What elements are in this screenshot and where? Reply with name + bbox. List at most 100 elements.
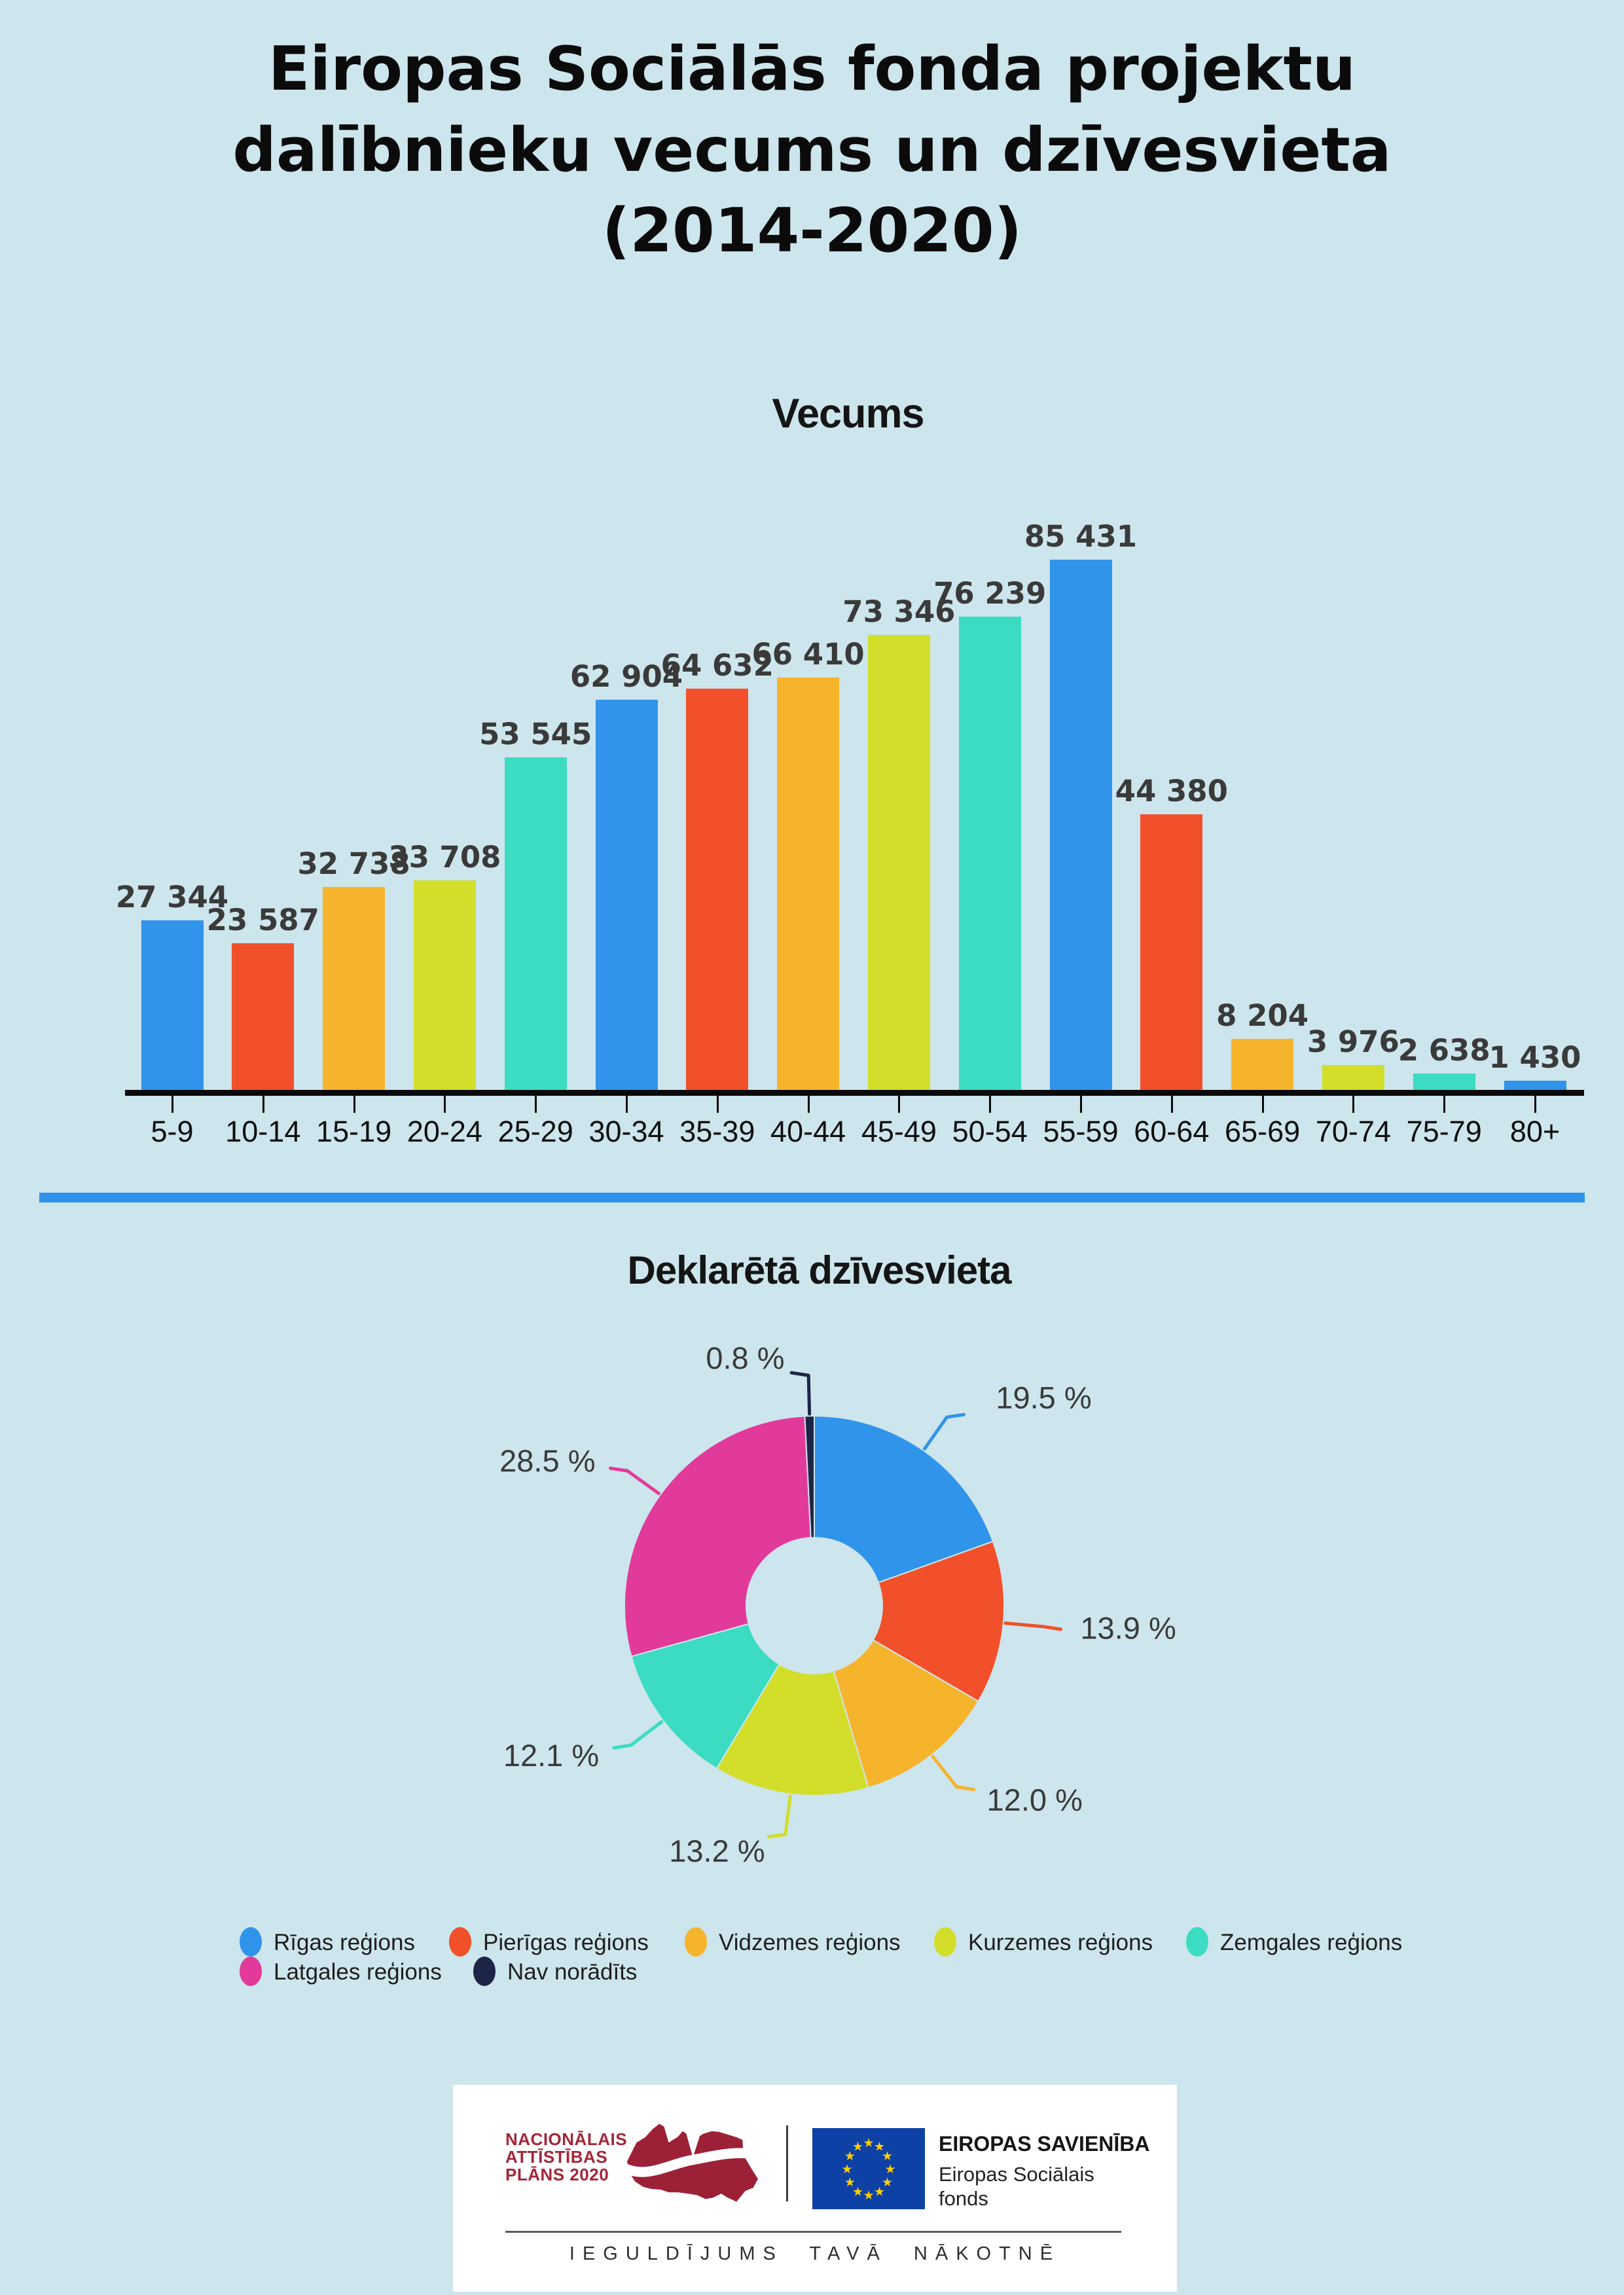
bar-65-69 [1231,1039,1294,1090]
x-axis-label: 80+ [1509,1115,1561,1148]
x-axis-label: 5-9 [151,1115,194,1148]
x-axis-tick [535,1096,537,1113]
x-axis-tick [807,1096,810,1113]
bar-value-label: 8 204 [1216,998,1309,1033]
bar-value-label: 27 344 [115,880,229,914]
x-axis-tick [353,1096,355,1113]
eu-flag-star: ★ [882,2175,893,2190]
nap2020-logo-text: NACIONĀLAIS ATTĪSTĪBAS PLĀNS 2020 [505,2131,627,2184]
nap-line-2: ATTĪSTĪBAS [505,2147,608,2167]
bar-60-64 [1140,814,1203,1090]
bar-45-49 [867,635,930,1090]
bar-35-39 [686,689,749,1090]
donut-slice-1 [814,1415,994,1584]
legend-item-6: Latgales reģions [240,1957,514,1987]
legend-label: Nav norādīts [507,1959,638,1985]
donut-slice-4 [715,1663,869,1796]
donut-percentage-label: 12.1 % [503,1738,599,1773]
donut-label-connector [612,1720,664,1750]
nap-line-1: NACIONĀLAIS [505,2129,628,2149]
x-axis-tick [626,1096,628,1113]
legend-color-dot [473,1957,496,1986]
x-axis-label: 45-49 [861,1115,937,1148]
footer-tagline: IEGULDĪJUMS TAVĀ NĀKOTNĒ [569,2243,1061,2264]
age-chart-title: Vecums [772,391,924,437]
donut-percentage-label: 12.0 % [987,1782,1083,1817]
legend-item-1: Rīgas reģions [240,1927,514,1957]
eu-flag-star: ★ [874,2185,885,2199]
donut-percentage-label: 28.5 % [499,1443,595,1478]
bar-55-59 [1049,560,1112,1090]
x-axis-tick [989,1096,992,1113]
x-axis-tick [898,1096,901,1113]
legend-item-4: Kurzemes reģions [934,1927,1209,1957]
eu-title: EIROPAS SAVIENĪBA [939,2132,1150,2156]
legend-color-dot [240,1927,262,1957]
donut-label-connector [1003,1621,1063,1631]
page-title-line-2: dalībnieku vecums un dzīvesvieta [232,114,1392,185]
bar-value-label: 62 904 [569,659,683,694]
x-axis-label: 35-39 [679,1115,755,1148]
x-axis-label: 75-79 [1406,1115,1482,1148]
bar-value-label: 32 738 [297,846,410,881]
bar-value-label: 2 638 [1398,1033,1490,1068]
donut-percentage-label: 0.8 % [706,1341,784,1375]
bar-50-54 [958,617,1021,1090]
legend-label: Vidzemes reģions [719,1930,901,1955]
x-axis-label: 40-44 [770,1115,846,1148]
donut-slice-2 [872,1540,1005,1703]
eu-flag-star: ★ [874,2139,885,2154]
eu-flag-star: ★ [882,2149,893,2163]
eu-flag: ★ ★★★★★★★★★★★ [812,2128,925,2209]
donut-slice-3 [833,1639,979,1789]
donut-label-connector [789,1371,812,1416]
eu-flag-star: ★ [844,2149,856,2163]
donut-percentage-label: 13.9 % [1080,1610,1176,1645]
eu-flag-star: ★ [884,2162,895,2177]
x-axis-label: 50-54 [952,1115,1028,1148]
eu-flag-field [812,2128,925,2209]
eu-subtitle: Eiropas Sociālais fonds [939,2162,1094,2211]
logo-divider-line [786,2125,788,2201]
bar-10-14 [232,943,295,1090]
eu-flag-star: ★ [841,2162,852,2177]
page-title-line-3: (2014-2020) [602,195,1022,266]
bar-value-label: 85 431 [1024,519,1138,554]
bar-value-label: 53 545 [479,717,592,751]
x-axis-label: 15-19 [316,1115,392,1148]
legend-item-7: Nav norādīts [473,1957,748,1987]
x-axis-label: 55-59 [1043,1115,1119,1148]
footer-logo-panel: NACIONĀLAIS ATTĪSTĪBAS PLĀNS 2020 ★ ★ ★ ★ ★ ★… [453,2085,1177,2292]
page-title: Eiropas Sociālās fonda projektu dalībnie… [0,29,1624,272]
bar-15-19 [323,887,386,1090]
eu-flag-star: ★ [844,2175,856,2190]
x-axis-tick [1170,1096,1173,1113]
x-axis-tick [716,1096,719,1113]
eu-flag-star: ★ [863,2188,874,2203]
bar-20-24 [413,880,476,1090]
legend-color-dot [1186,1927,1208,1957]
legend-label: Pierīgas reģions [483,1930,649,1955]
bar-value-label: 33 708 [388,840,501,875]
bar-80+ [1504,1081,1566,1090]
x-axis-tick [444,1096,446,1113]
bar-value-label: 73 346 [842,594,956,629]
legend-item-5: Zemgales reģions [1186,1927,1461,1957]
bar-75-79 [1413,1074,1475,1090]
donut-label-connector [922,1413,965,1451]
nap-line-3: PLĀNS 2020 [505,2165,609,2184]
legend-item-2: Pierīgas reģions [449,1927,724,1957]
legend-color-dot [449,1927,471,1957]
eu-flag-star: ★ [852,2139,863,2154]
bar-5-9 [141,920,204,1090]
donut-label-connector [767,1794,792,1839]
x-axis-tick [171,1096,173,1113]
eu-subtitle-line-2: fonds [939,2187,988,2210]
x-axis-label: 70-74 [1315,1115,1391,1148]
gulf-of-riga-notch [686,2133,700,2158]
donut-label-connector [931,1754,975,1792]
bar-25-29 [504,757,567,1090]
